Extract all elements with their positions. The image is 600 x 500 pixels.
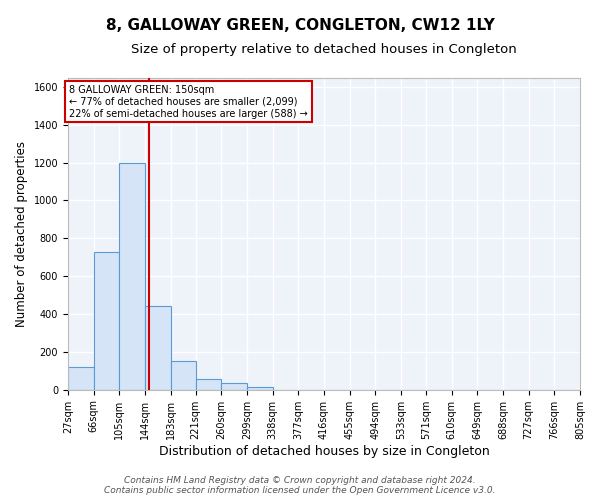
Title: Size of property relative to detached houses in Congleton: Size of property relative to detached ho… [131,42,517,56]
Text: 8, GALLOWAY GREEN, CONGLETON, CW12 1LY: 8, GALLOWAY GREEN, CONGLETON, CW12 1LY [106,18,494,32]
Y-axis label: Number of detached properties: Number of detached properties [15,140,28,326]
Text: Contains HM Land Registry data © Crown copyright and database right 2024.
Contai: Contains HM Land Registry data © Crown c… [104,476,496,495]
Bar [247,387,272,390]
Bar [119,162,145,390]
X-axis label: Distribution of detached houses by size in Congleton: Distribution of detached houses by size … [158,444,490,458]
Bar [68,367,94,390]
Bar [94,252,119,390]
Bar [196,379,221,390]
Bar [221,384,247,390]
Bar [145,306,170,390]
Bar [170,362,196,390]
Text: 8 GALLOWAY GREEN: 150sqm
← 77% of detached houses are smaller (2,099)
22% of sem: 8 GALLOWAY GREEN: 150sqm ← 77% of detach… [69,86,308,118]
